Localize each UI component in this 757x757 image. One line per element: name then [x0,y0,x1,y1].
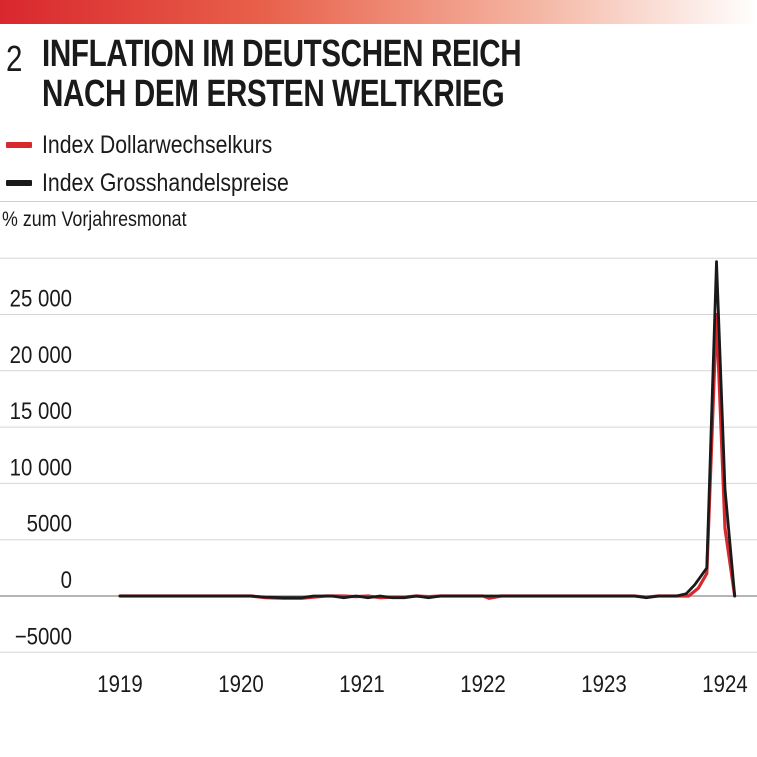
legend-swatch-dollar [6,142,32,148]
gridlines [0,257,757,653]
y-tick-labels: −5000 0 5000 10 000 15 000 20 000 25 000 [10,285,72,650]
x-tick-label: 1920 [218,670,263,697]
figure-number: 2 [6,38,23,79]
legend-label-wholesale: Index Grosshandelspreise [42,168,289,197]
y-tick-label: 10 000 [10,454,72,481]
y-tick-label: −5000 [15,623,72,650]
y-axis-label: % zum Vorjahresmonat [2,208,187,231]
y-tick-label: 0 [61,566,72,593]
y-tick-label: 15 000 [10,398,72,425]
x-tick-label: 1924 [702,670,747,697]
series-line-dollar [118,312,737,600]
legend-label-dollar: Index Dollarwechselkurs [42,130,273,159]
chart-title: INFLATION IM DEUTSCHEN REICH NACH DEM ER… [42,33,522,115]
legend-divider [0,201,757,202]
x-tick-label: 1922 [460,670,505,697]
legend-item-dollar: Index Dollarwechselkurs [6,126,332,164]
legend-item-wholesale: Index Grosshandelspreise [6,164,332,202]
y-tick-label: 25 000 [10,285,72,312]
x-tick-label: 1919 [97,670,142,697]
legend-swatch-wholesale [6,180,32,186]
legend: Index Dollarwechselkurs Index Grosshande… [6,126,332,202]
x-tick-label: 1921 [339,670,384,697]
x-tick-labels: 1919 1920 1921 1922 1923 1924 [97,670,747,697]
y-tick-label: 5000 [27,510,72,537]
x-tick-label: 1923 [581,670,626,697]
header-accent-bar [0,0,757,24]
y-tick-label: 20 000 [10,341,72,368]
series-lines [118,260,737,600]
series-line-wholesale [118,260,737,600]
